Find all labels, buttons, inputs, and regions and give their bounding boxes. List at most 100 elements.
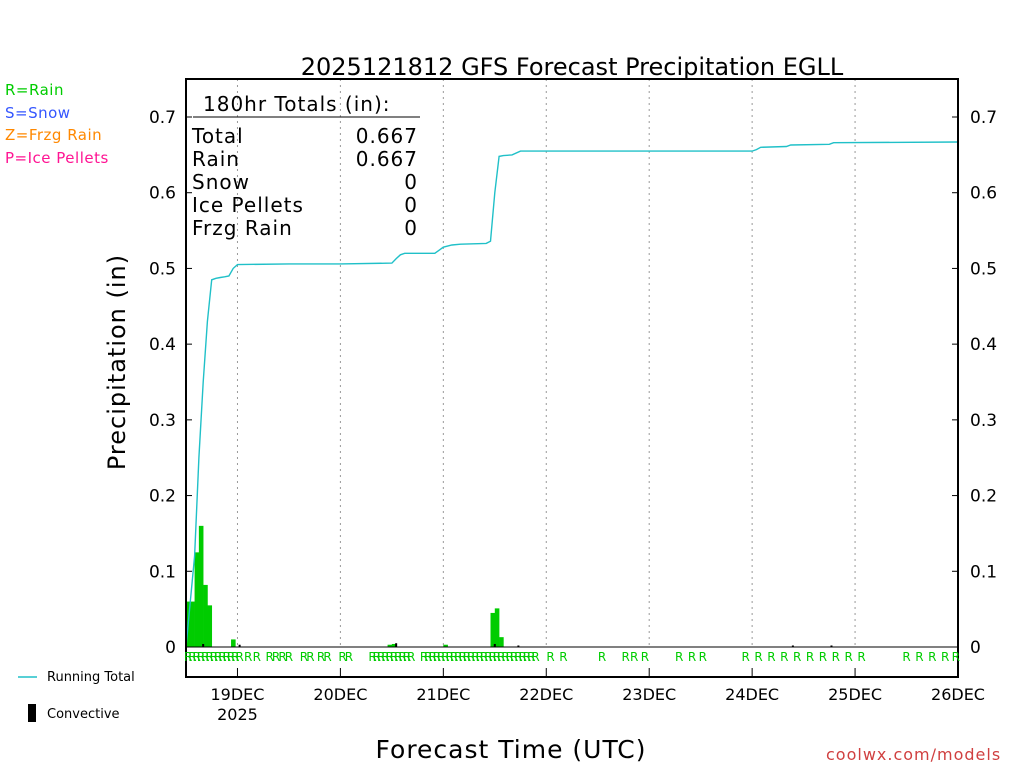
ptype-label-71: R [742, 650, 750, 664]
ptype-label-79: R [844, 650, 852, 664]
ptype-label-7: R [214, 650, 222, 664]
x-tick-label-4: 23DEC [622, 685, 676, 704]
totals-title: 180hr Totals (in): [203, 92, 391, 116]
x-tick-label-2: 21DEC [416, 685, 470, 704]
ptype-label-65: R [621, 650, 629, 664]
watermark: coolwx.com/models [826, 745, 1002, 764]
ptype-label-69: R [688, 650, 696, 664]
precip-bar-1 [190, 601, 195, 647]
y-tick-label-right-7: 0.7 [970, 108, 997, 128]
x-tick-label-1: 20DEC [313, 685, 367, 704]
totals-value-1: 0.667 [356, 147, 418, 171]
y-tick-label-right-6: 0.6 [970, 184, 997, 204]
ptype-label-49: R [480, 650, 488, 664]
ptype-label-72: R [754, 650, 762, 664]
y-tick-label-left-5: 0.5 [149, 259, 176, 279]
y-tick-label-right-5: 0.5 [970, 259, 997, 279]
ptype-label-84: R [941, 650, 949, 664]
ptype-label-82: R [915, 650, 923, 664]
convective-bar-6 [830, 645, 833, 647]
running-total-line [185, 141, 959, 648]
ptype-label-8: R [218, 650, 226, 664]
ptype-label-28: R [381, 650, 389, 664]
ptype-label-12: R [235, 650, 243, 664]
totals-box: 180hr Totals (in): Total 0.667 Rain 0.667 Sn… [191, 92, 420, 240]
totals-value-0: 0.667 [356, 124, 418, 148]
ptype-label-52: R [493, 650, 501, 664]
x-tick-label-0: 19DEC [210, 685, 264, 704]
convective-bar-3 [493, 643, 496, 647]
y-axis-ticks: 0 00.1 0.10.2 0.20.3 0.30.4 0.40.5 0.50.6 0.60.… [149, 108, 997, 658]
ptype-label-64: R [598, 650, 606, 664]
x-tick-label-3: 22DEC [519, 685, 573, 704]
ptype-label-56: R [510, 650, 518, 664]
ptype-label-77: R [819, 650, 827, 664]
ptype-label-0: R [184, 650, 192, 664]
precipitation-bars [186, 525, 504, 647]
ptype-label-75: R [793, 650, 801, 664]
ptype-label-51: R [488, 650, 496, 664]
y-tick-label-left-4: 0.4 [149, 335, 176, 355]
ptype-label-80: R [857, 650, 865, 664]
ptype-label-2: R [193, 650, 201, 664]
convective-legend-swatch [28, 704, 36, 722]
ptype-label-11: R [231, 650, 239, 664]
ptype-label-1: R [188, 650, 196, 664]
y-tick-label-right-2: 0.2 [970, 487, 997, 507]
chart-title: 2025121812 GFS Forecast Precipitation EG… [301, 53, 844, 81]
ptype-label-17: R [278, 650, 286, 664]
precip-bar-7 [387, 644, 393, 647]
convective-bar-5 [791, 645, 794, 647]
ptype-label-47: R [471, 650, 479, 664]
x-axis-label: Forecast Time (UTC) [376, 735, 647, 764]
ptype-label-45: R [463, 650, 471, 664]
precip-bar-3 [198, 525, 204, 647]
totals-label-4: Frzg Rain [192, 216, 293, 240]
ptype-label-5: R [205, 650, 213, 664]
ptype-label-53: R [497, 650, 505, 664]
precip-bar-5 [207, 605, 213, 647]
ptype-label-46: R [467, 650, 475, 664]
ptype-label-10: R [227, 650, 235, 664]
ptype-label-39: R [437, 650, 445, 664]
ptype-label-44: R [458, 650, 466, 664]
y-tick-label-left-3: 0.3 [149, 411, 176, 431]
ptype-label-67: R [641, 650, 649, 664]
y-tick-label-left-7: 0.7 [149, 108, 176, 128]
legend-frzg-rain: Z=Frzg Rain [5, 126, 103, 144]
ptype-label-70: R [699, 650, 707, 664]
ptype-label-18: R [285, 650, 293, 664]
ptype-label-54: R [501, 650, 509, 664]
ptype-label-59: R [523, 650, 531, 664]
ptype-label-81: R [902, 650, 910, 664]
ptype-label-25: R [368, 650, 376, 664]
y-tick-label-right-1: 0.1 [970, 562, 997, 582]
ptype-label-26: R [373, 650, 381, 664]
y-tick-label-left-0: 0 [165, 638, 176, 658]
ptype-label-33: R [403, 650, 411, 664]
ptype-label-4: R [201, 650, 209, 664]
y-tick-label-left-2: 0.2 [149, 487, 176, 507]
ptype-label-31: R [394, 650, 402, 664]
ptype-label-24: R [345, 650, 353, 664]
ptype-label-61: R [531, 650, 539, 664]
convective-bar-4 [517, 645, 520, 647]
ptype-label-42: R [450, 650, 458, 664]
precip-bar-12 [499, 637, 504, 647]
ptype-label-36: R [424, 650, 432, 664]
y-tick-label-right-0: 0 [970, 638, 981, 658]
precip-bar-8 [391, 643, 397, 647]
ptype-label-76: R [806, 650, 814, 664]
ptype-label-60: R [527, 650, 535, 664]
ptype-label-16: R [272, 650, 280, 664]
ptype-label-74: R [780, 650, 788, 664]
precip-bar-2 [194, 552, 200, 647]
legend-ice-pellets: P=Ice Pellets [5, 149, 109, 167]
y-axis-label: Precipitation (in) [103, 254, 131, 470]
legend-rain: R=Rain [5, 81, 64, 99]
ptype-label-38: R [433, 650, 441, 664]
totals-value-4: 0 [404, 216, 418, 240]
ptype-label-32: R [398, 650, 406, 664]
ptype-label-66: R [630, 650, 638, 664]
precip-bar-9 [443, 644, 448, 647]
